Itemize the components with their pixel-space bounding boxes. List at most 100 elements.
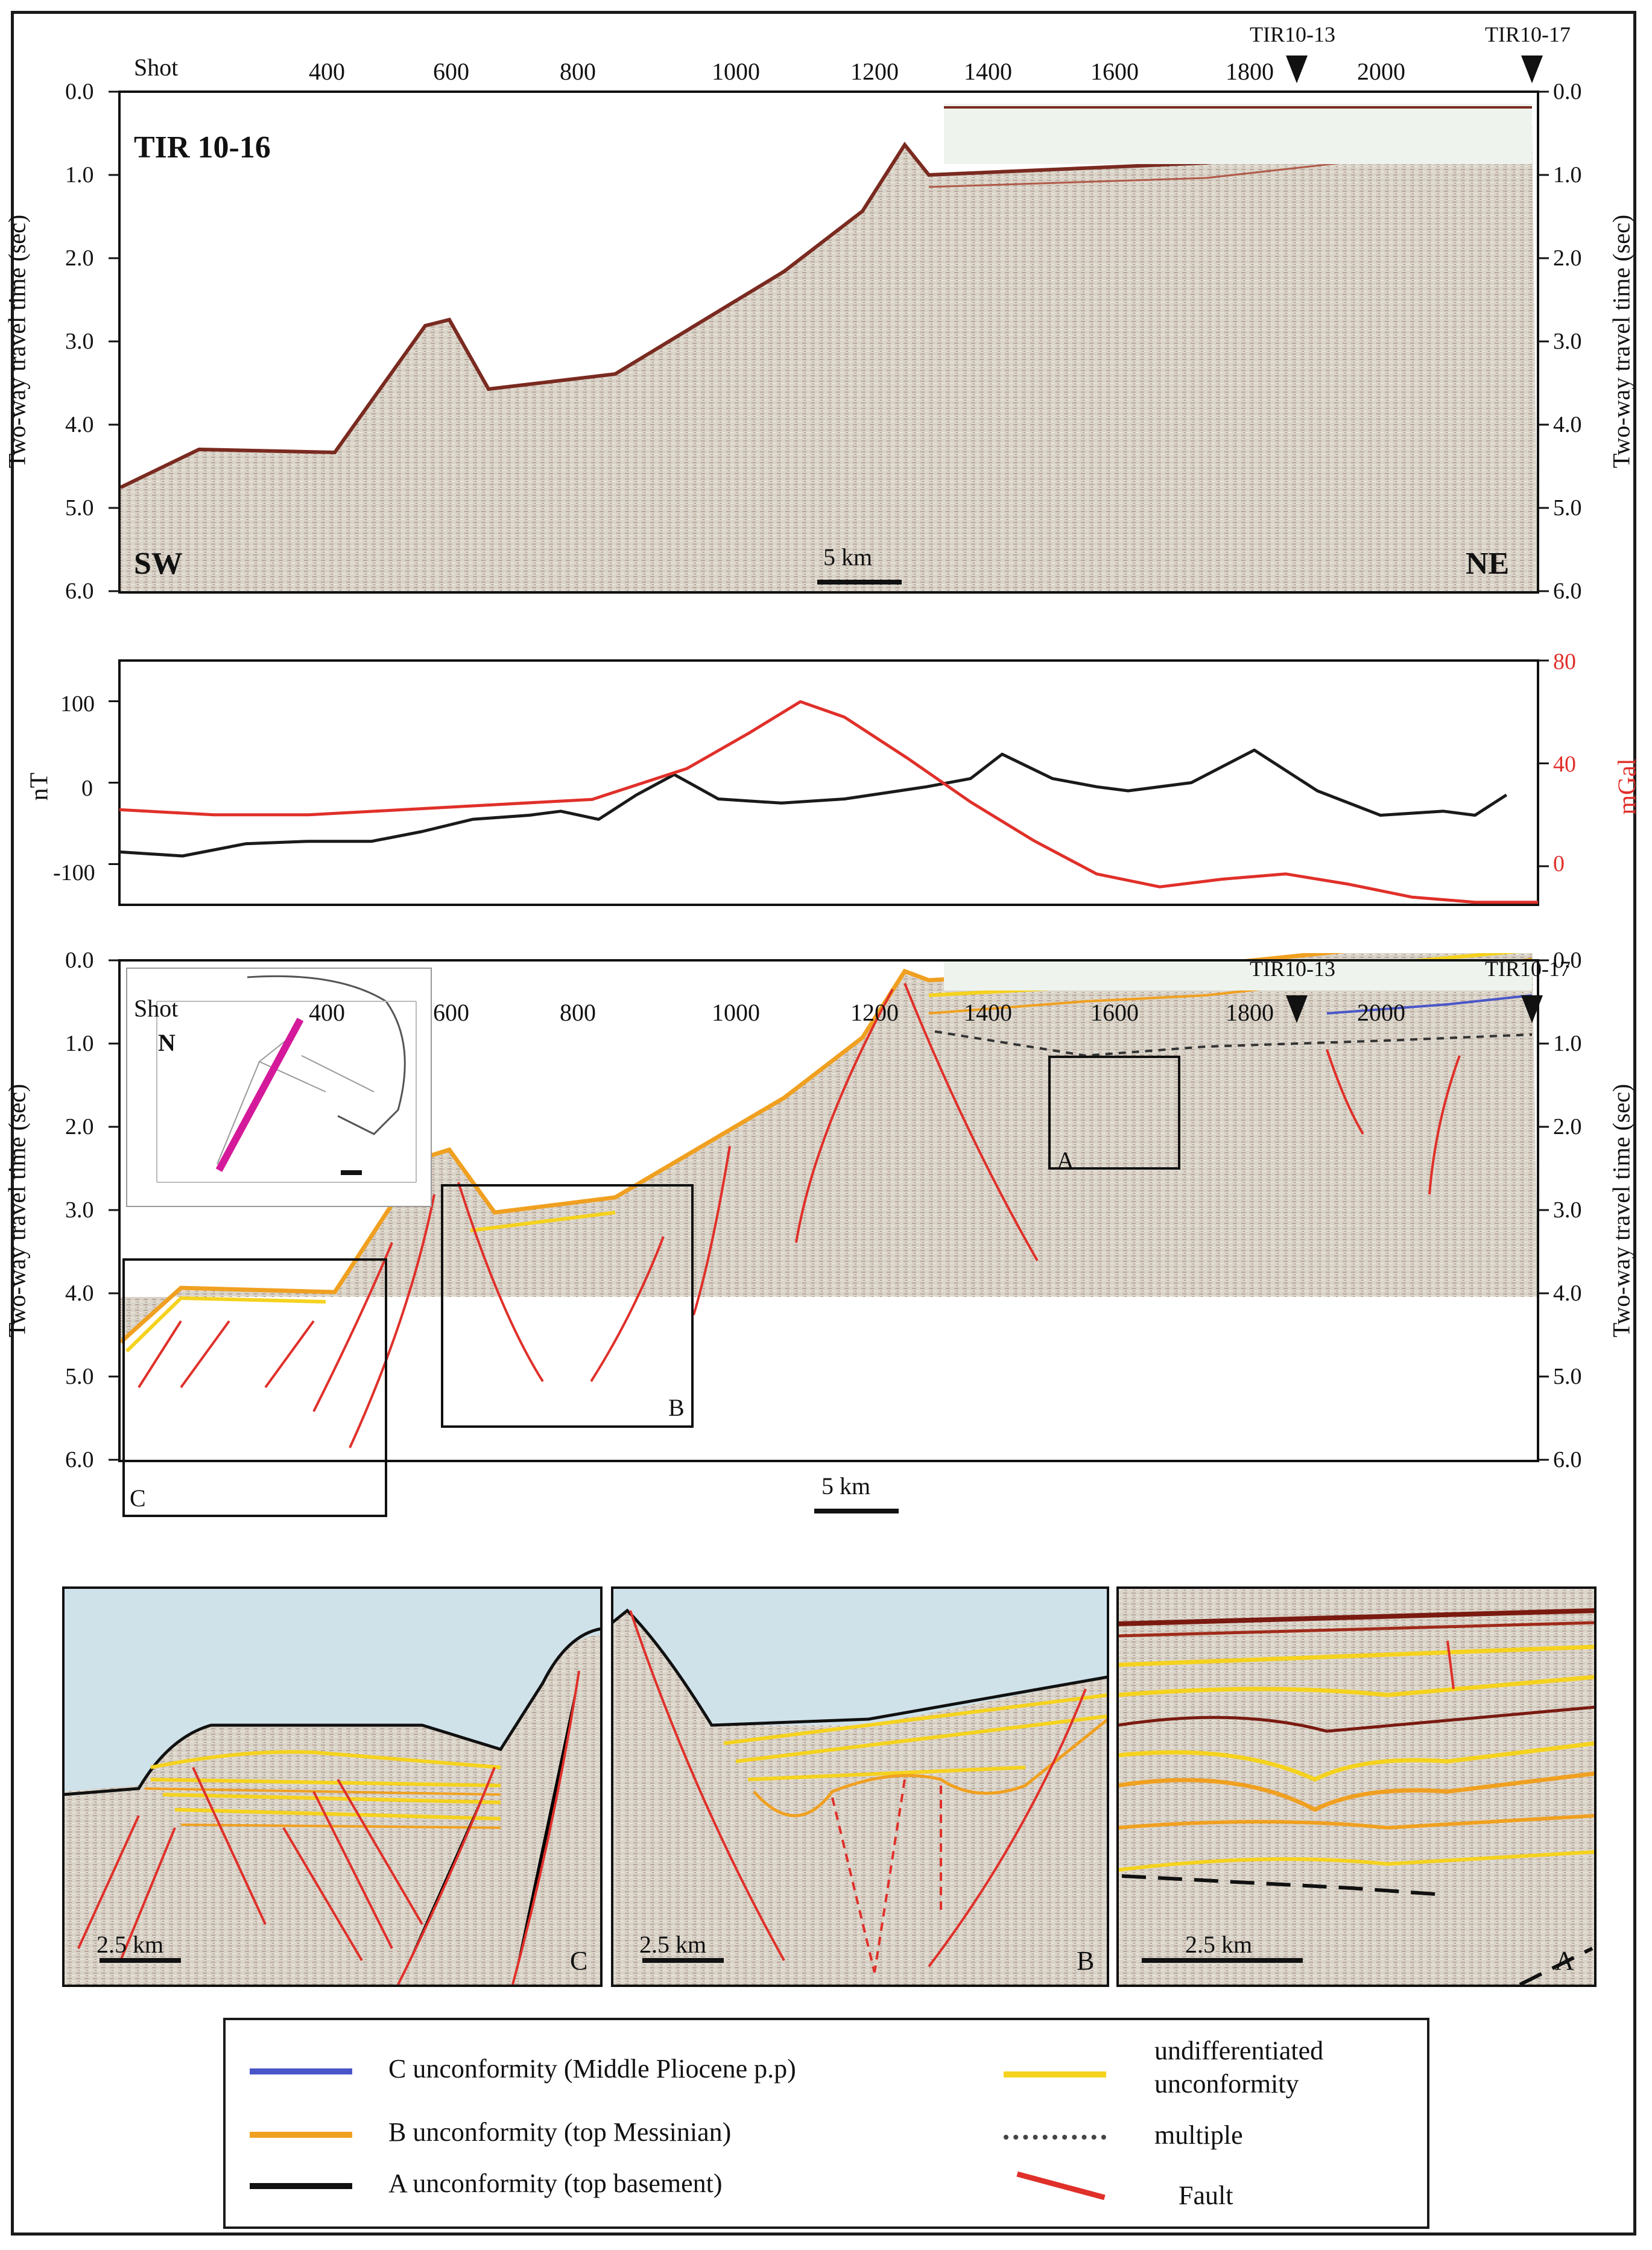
marker-label-tir10-17: TIR10-17 xyxy=(1485,22,1571,46)
pf-left-unit: nT xyxy=(25,772,54,801)
shot-tick: 1200 xyxy=(850,999,899,1026)
y-tick: 0.0 xyxy=(1553,948,1582,973)
marker-tir10-17-a xyxy=(1521,55,1543,83)
y-tick: 1.0 xyxy=(65,1031,94,1056)
scale-bar-label-b: 5 km xyxy=(821,1472,871,1500)
legend-swatch-undiff xyxy=(1004,2071,1106,2077)
y-tick: 2.0 xyxy=(65,246,94,271)
y-tick: 3.0 xyxy=(65,1197,94,1223)
y-tick: 4.0 xyxy=(65,1281,94,1306)
marker-label-tir10-13: TIR10-13 xyxy=(1250,22,1335,46)
y-tick: 2.0 xyxy=(65,1114,94,1139)
location-inset-map xyxy=(126,968,432,1207)
y-tick: 1.0 xyxy=(65,162,94,188)
seafloor-a xyxy=(119,125,1533,489)
y-tick: 1.0 xyxy=(1553,1031,1582,1056)
detail-panel-a xyxy=(1116,1586,1597,1987)
legend-swatch-a xyxy=(250,2183,352,2189)
potential-field-chart xyxy=(109,659,1549,906)
box-label-a: A xyxy=(1057,1147,1074,1174)
legend-label-fault: Fault xyxy=(1179,2181,1233,2210)
pf-left-tick: 100 xyxy=(60,691,95,717)
marker-label-tir10-17-b: TIR10-17 xyxy=(1485,957,1571,981)
y-tick: 2.0 xyxy=(1553,246,1582,271)
shot-tick: 400 xyxy=(309,58,345,85)
legend-swatch-fault xyxy=(1016,2171,1106,2201)
y-tick: 4.0 xyxy=(1553,1281,1582,1306)
legend-label-c: C unconformity (Middle Pliocene p.p) xyxy=(388,2054,796,2084)
box-c xyxy=(122,1258,387,1517)
legend-swatch-c xyxy=(250,2068,352,2074)
shot-tick: 1800 xyxy=(1226,999,1274,1026)
y-tick: 1.0 xyxy=(1553,162,1582,188)
legend-label-undiff-1: undifferentiated xyxy=(1154,2036,1324,2065)
shot-label-a: Shot xyxy=(134,54,179,81)
shot-tick: 1000 xyxy=(712,58,760,85)
y-axis-label-text: Two-way travel time (sec) xyxy=(3,214,31,469)
shot-tick: 400 xyxy=(309,999,345,1026)
legend-label-multiple: multiple xyxy=(1154,2120,1243,2150)
y-tick: 5.0 xyxy=(1553,1364,1582,1389)
pf-right-tick: 40 xyxy=(1553,752,1576,777)
legend-label-b: B unconformity (top Messinian) xyxy=(388,2117,732,2147)
shot-tick: 1600 xyxy=(1090,999,1139,1026)
marker-tir10-13-a xyxy=(1286,55,1308,83)
shot-label-b: Shot xyxy=(134,995,179,1022)
pf-right-unit: mGal xyxy=(1613,758,1642,815)
seismic-body-a xyxy=(121,127,1538,594)
seismic-section-b xyxy=(109,953,1549,1517)
marker-tir10-17-b xyxy=(1521,995,1543,1023)
magnetic-anomaly-line xyxy=(119,749,1508,858)
box-label-c: C xyxy=(130,1485,146,1512)
y-tick: 4.0 xyxy=(1553,412,1582,437)
detail-b-scale: 2.5 km xyxy=(639,1931,707,1958)
scale-bar-label-a: 5 km xyxy=(823,543,873,571)
y-axis-label-text: Two-way travel time (sec) xyxy=(1607,1083,1635,1338)
legend-swatch-b xyxy=(250,2132,352,2138)
y-tick: 3.0 xyxy=(1553,1197,1582,1223)
direction-sw: SW xyxy=(134,547,183,581)
shot-tick: 1600 xyxy=(1090,58,1139,85)
shot-tick: 600 xyxy=(433,999,469,1026)
c-horizon-b xyxy=(1326,994,1533,1015)
seafloor-b xyxy=(119,953,1346,1344)
pf-left-tick: -100 xyxy=(53,860,95,886)
y-tick: 6.0 xyxy=(65,1447,94,1472)
pf-axes-frame xyxy=(118,659,1539,906)
legend-swatch-multiple xyxy=(1004,2135,1106,2140)
shot-tick: 1400 xyxy=(964,58,1012,85)
y-tick: 0.0 xyxy=(1553,79,1582,104)
shot-tick: 600 xyxy=(433,58,469,85)
figure-frame xyxy=(11,11,1636,2236)
section-title: TIR 10-16 xyxy=(134,130,271,165)
y-axis-label-text: Two-way travel time (sec) xyxy=(3,1083,31,1338)
detail-panel-c xyxy=(62,1586,603,1987)
detail-panel-b xyxy=(611,1586,1109,1987)
section-b-markers xyxy=(1286,995,1543,1023)
y-tick: 6.0 xyxy=(1553,578,1582,604)
seismic-section-a xyxy=(109,55,1549,594)
shot-tick: 800 xyxy=(560,58,596,85)
detail-panels xyxy=(62,1586,1597,1987)
box-label-b: B xyxy=(668,1394,685,1421)
direction-ne: NE xyxy=(1466,547,1510,581)
detail-a-label: A xyxy=(1555,1946,1574,1976)
pf-left-tick: 0 xyxy=(81,776,93,801)
y-tick: 2.0 xyxy=(1553,1114,1582,1139)
box-a xyxy=(1048,1056,1180,1170)
shot-tick: 1000 xyxy=(712,999,760,1026)
north-arrow-icon: N xyxy=(158,1029,176,1056)
water-band-a xyxy=(944,104,1532,164)
detail-c-label: C xyxy=(570,1946,588,1976)
y-tick: 5.0 xyxy=(1553,495,1582,521)
detail-c-scale: 2.5 km xyxy=(97,1931,164,1958)
marker-tir10-13-b xyxy=(1286,995,1308,1023)
y-tick: 3.0 xyxy=(1553,329,1582,354)
shot-tick: 2000 xyxy=(1357,58,1405,85)
profile-location-line xyxy=(215,1018,304,1172)
y-tick: 0.0 xyxy=(65,79,94,104)
detail-b-label: B xyxy=(1077,1946,1095,1976)
pf-right-tick: 80 xyxy=(1553,649,1576,674)
y-tick: 5.0 xyxy=(65,1364,94,1389)
shot-tick: 800 xyxy=(560,999,596,1026)
